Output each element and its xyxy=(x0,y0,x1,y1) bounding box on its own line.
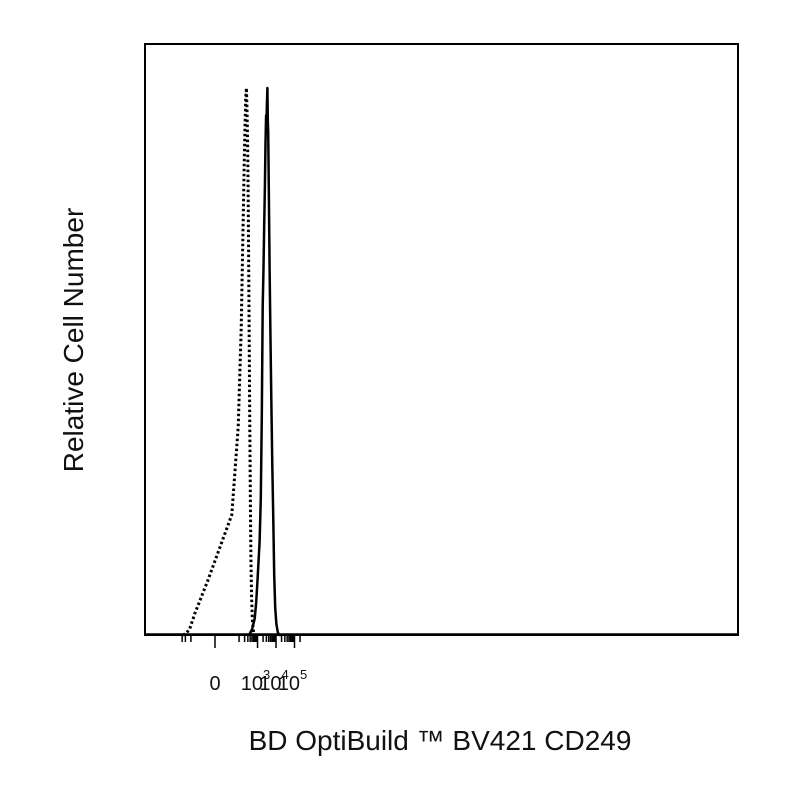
x-tick-label: 0 xyxy=(209,673,220,695)
x-axis-title: BD OptiBuild ™ BV421 CD249 xyxy=(249,725,632,756)
series-line-dotted xyxy=(182,86,256,637)
x-axis-ticks xyxy=(181,635,301,648)
x-tick-label: 104 xyxy=(259,667,288,695)
y-axis-title: Relative Cell Number xyxy=(58,208,89,473)
series-layer xyxy=(145,86,738,637)
series-line-solid xyxy=(247,86,282,637)
x-tick-label-base: 10 xyxy=(259,673,281,695)
x-tick-label-exponent: 4 xyxy=(282,667,289,682)
plot-frame xyxy=(144,43,739,636)
x-tick-label: 105 xyxy=(278,667,307,695)
x-tick-label-base: 10 xyxy=(278,673,300,695)
x-tick-label-exponent: 3 xyxy=(263,667,270,682)
x-tick-label: 103 xyxy=(241,667,270,695)
x-tick-label-exponent: 5 xyxy=(300,667,307,682)
x-tick-label-base: 0 xyxy=(209,673,220,695)
x-tick-label-base: 10 xyxy=(241,673,263,695)
